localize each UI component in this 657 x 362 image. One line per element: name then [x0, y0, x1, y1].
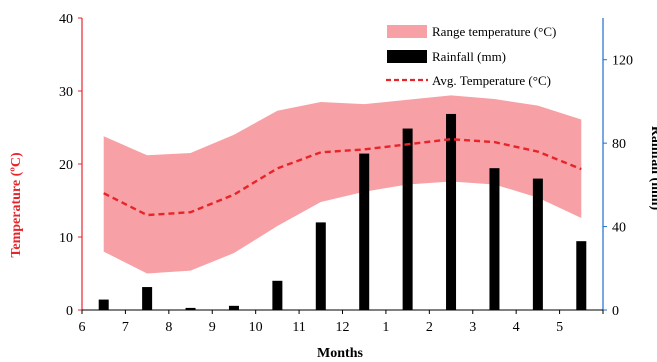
legend-label-rainfall: Rainfall (mm) — [432, 49, 506, 64]
legend-label-avg: Avg. Temperature (°C) — [432, 73, 551, 88]
x-tick-label: 12 — [336, 320, 350, 335]
x-tick-label: 9 — [209, 320, 216, 335]
x-tick-label: 5 — [556, 320, 563, 335]
x-tick-label: 4 — [513, 320, 520, 335]
y-left-tick-label: 0 — [66, 304, 73, 319]
y-right-tick-label: 40 — [612, 221, 626, 236]
x-tick-label: 1 — [382, 320, 389, 335]
rainfall-bar-7 — [142, 287, 153, 310]
y-left-tick-label: 20 — [59, 158, 73, 173]
y-right-tick-label: 120 — [612, 54, 633, 69]
y-left-tick-label: 10 — [59, 231, 73, 246]
rainfall-bar-3 — [489, 168, 500, 310]
rainfall-bar-12 — [359, 153, 370, 310]
x-tick-label: 7 — [122, 320, 129, 335]
x-axis-title: Months — [317, 346, 363, 361]
legend-swatch-range — [387, 25, 427, 38]
x-tick-label: 11 — [292, 320, 305, 335]
rainfall-bar-4 — [532, 178, 543, 310]
x-tick-label: 10 — [249, 320, 263, 335]
legend-swatch-rainfall — [387, 50, 427, 63]
legend: Range temperature (°C) Rainfall (mm) Avg… — [386, 24, 556, 88]
rainfall-bar-1 — [402, 128, 413, 310]
avg-temperature-line — [103, 137, 582, 217]
x-tick-label: 2 — [426, 320, 433, 335]
rainfall-bar-8 — [185, 307, 196, 310]
legend-label-range: Range temperature (°C) — [432, 24, 556, 39]
rainfall-bar-6 — [98, 299, 109, 310]
rainfall-bar-2 — [446, 113, 457, 310]
y-left-tick-label: 40 — [59, 12, 73, 27]
x-tick-label: 3 — [469, 320, 476, 335]
y-left-tick-label: 30 — [59, 85, 73, 100]
rainfall-bar-9 — [228, 305, 239, 310]
x-tick-label: 8 — [165, 320, 172, 335]
range-temperature-band — [103, 95, 582, 274]
rainfall-bar-10 — [272, 280, 283, 310]
rainfall-bar-5 — [576, 241, 587, 310]
y-right-tick-label: 0 — [612, 304, 619, 319]
x-tick-label: 6 — [79, 320, 86, 335]
rainfall-bar-11 — [315, 222, 326, 310]
y-right-tick-label: 80 — [612, 137, 626, 152]
y-axis-right-title: Rainfall (mm) — [648, 126, 657, 211]
y-axis-left-title: Temperature (ºC) — [9, 152, 24, 258]
plot-area — [98, 95, 587, 310]
